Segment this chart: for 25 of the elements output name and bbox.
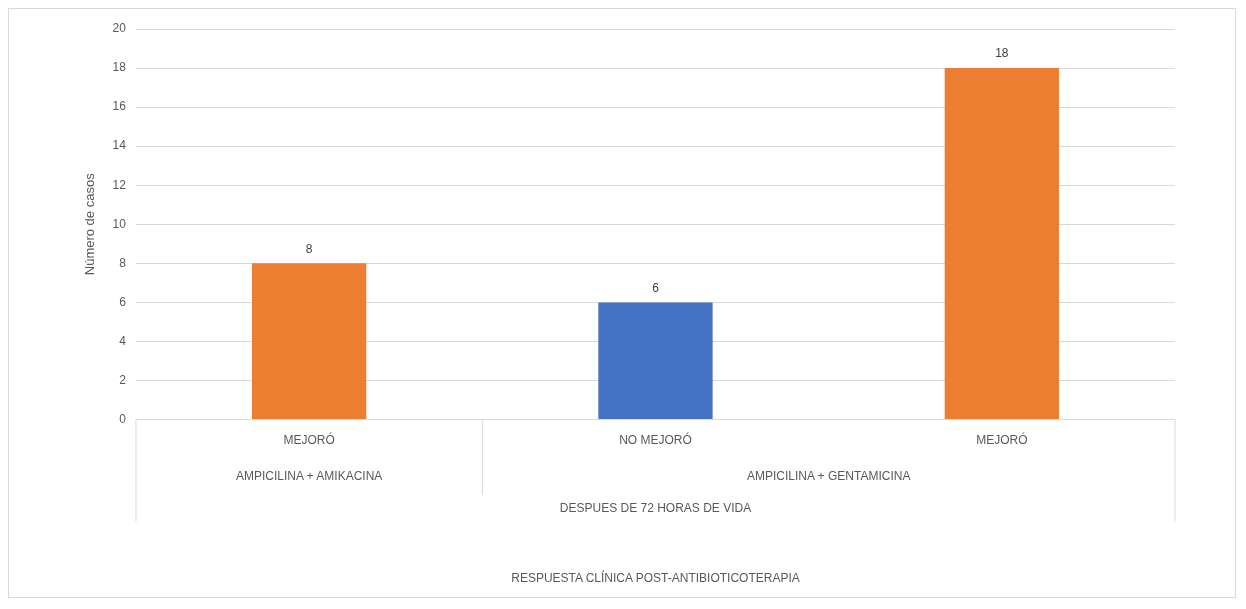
x-tick-label: NO MEJORÓ bbox=[619, 432, 692, 448]
text: AMPICILINA + AMIKACINA bbox=[235, 468, 383, 483]
data-label: 8 bbox=[305, 241, 313, 256]
y-tick-label: 14 bbox=[112, 138, 127, 153]
y-tick-label: 18 bbox=[112, 60, 127, 75]
y-tick-label: 12 bbox=[112, 177, 127, 192]
x-tick-label: MEJORÓ bbox=[976, 432, 1028, 448]
data-label: 6 bbox=[652, 280, 660, 295]
y-tick-label: 4 bbox=[119, 333, 127, 348]
y-tick-label: 16 bbox=[112, 99, 127, 114]
bar bbox=[251, 263, 367, 420]
x-tick-label: MEJORÓ bbox=[283, 432, 335, 448]
text: DESPUES DE 72 HORAS DE VIDA bbox=[559, 500, 752, 515]
bar bbox=[598, 302, 713, 420]
y-axis-title: Número de casos bbox=[82, 172, 98, 276]
y-tick-label: 8 bbox=[119, 255, 127, 270]
y-tick-label: 10 bbox=[112, 216, 127, 231]
y-tick-label: 20 bbox=[112, 21, 127, 36]
bar bbox=[944, 68, 1059, 420]
y-tick-label: 0 bbox=[119, 411, 127, 426]
text: AMPICILINA + GENTAMICINA bbox=[746, 468, 911, 483]
y-tick-label: 2 bbox=[119, 372, 127, 387]
text: RESPUESTA CLÍNICA POST-ANTIBIOTICOTERAPIA bbox=[511, 570, 800, 586]
y-tick-label: 6 bbox=[119, 294, 127, 309]
data-label: 18 bbox=[995, 46, 1009, 61]
